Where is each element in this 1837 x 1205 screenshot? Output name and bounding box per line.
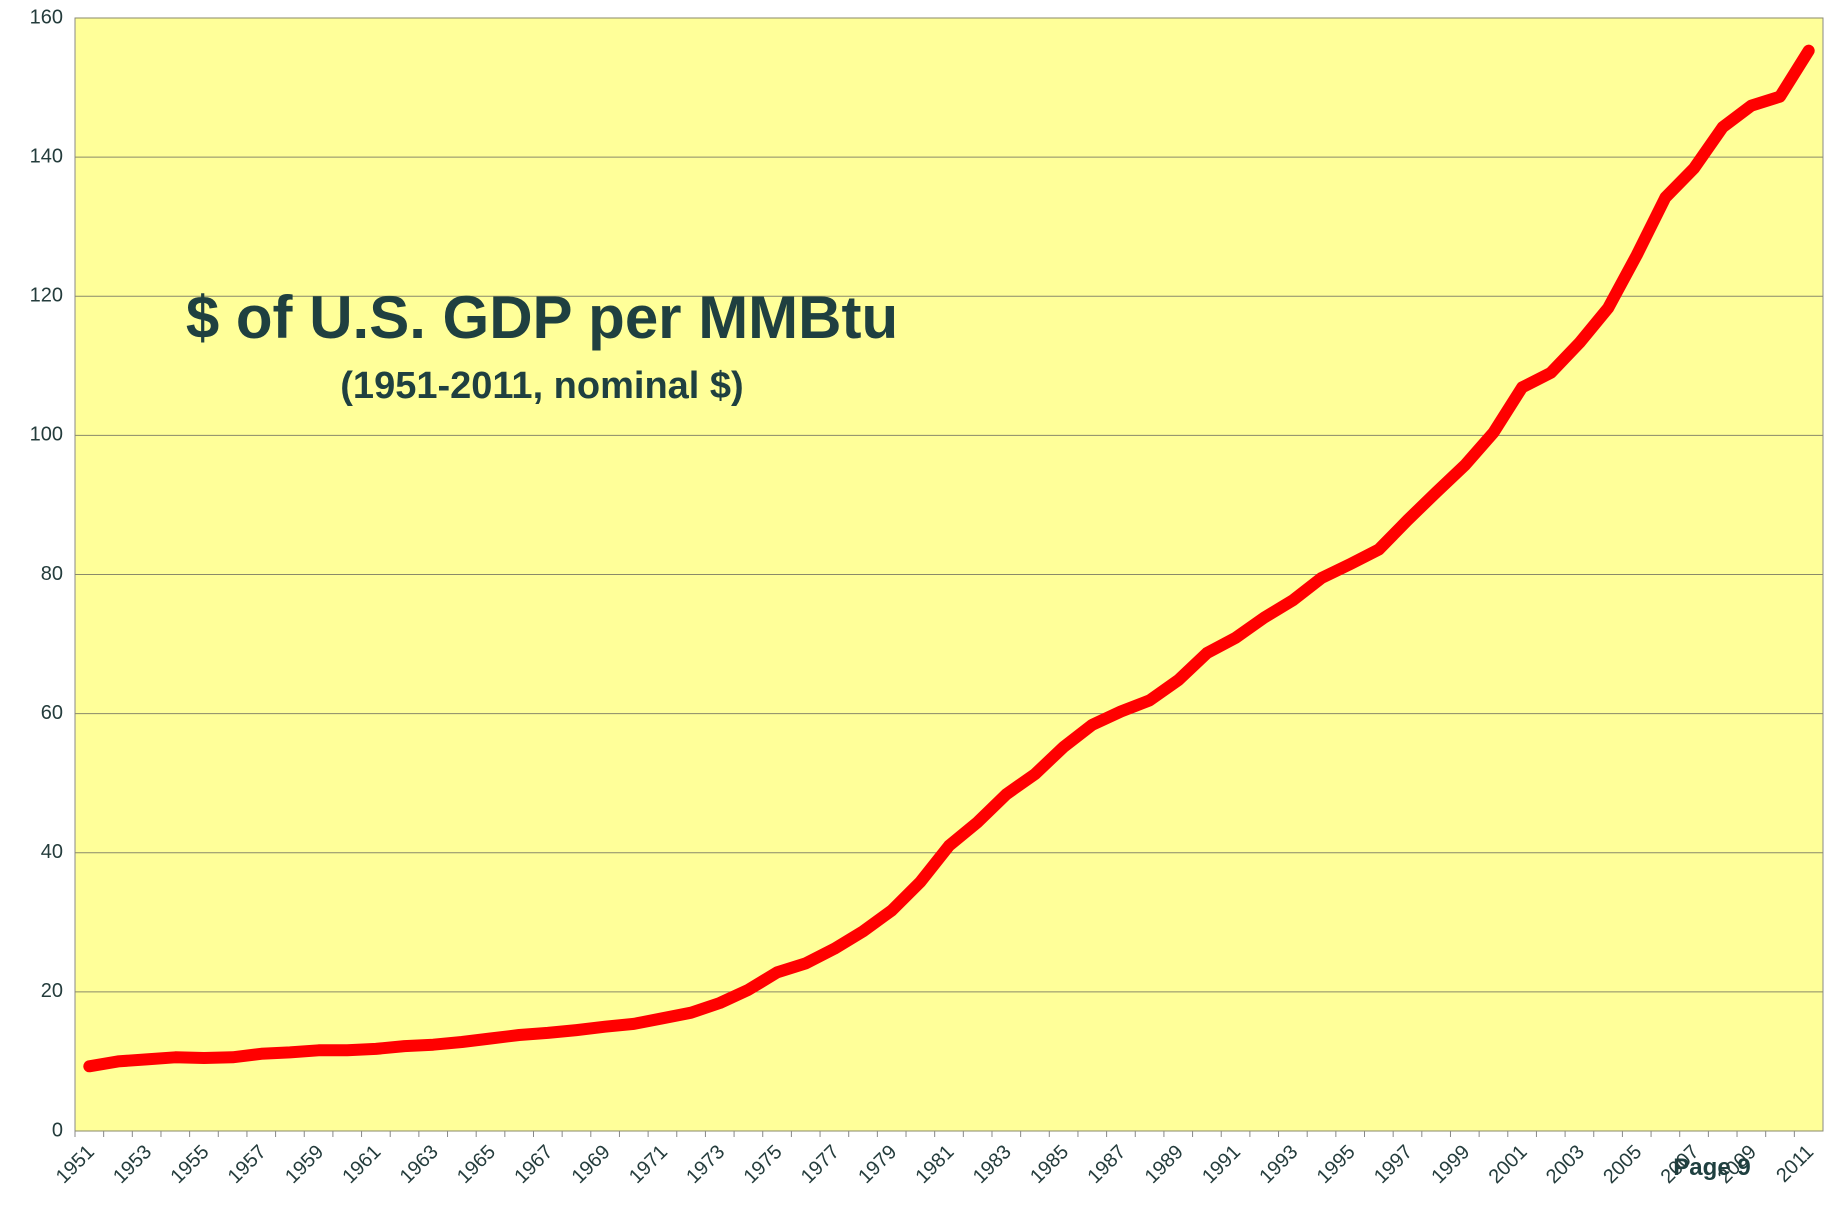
x-tick-label: 1963 [396,1141,443,1188]
x-tick-label: 1995 [1313,1141,1360,1188]
y-tick-label: 80 [41,563,63,585]
chart-title: $ of U.S. GDP per MMBtu [186,284,898,351]
x-tick-label: 1955 [166,1141,213,1188]
y-tick-label: 0 [52,1119,63,1141]
x-tick-label: 1953 [109,1141,156,1188]
x-tick-label: 1975 [740,1141,787,1188]
x-tick-label: 1979 [854,1141,901,1188]
x-tick-label: 1991 [1198,1141,1245,1188]
x-tick-label: 1967 [510,1141,557,1188]
x-tick-label: 1971 [625,1141,672,1188]
x-tick-label: 1985 [1026,1141,1073,1188]
page-label: Page 9 [1673,1154,1750,1181]
y-tick-label: 160 [30,6,63,28]
y-tick-label: 100 [30,424,63,446]
x-tick-label: 1999 [1427,1141,1474,1188]
x-tick-label: 1987 [1083,1141,1130,1188]
y-tick-label: 140 [30,145,63,167]
x-tick-label: 1969 [568,1141,615,1188]
x-tick-label: 1977 [797,1141,844,1188]
chart-subtitle: (1951-2011, nominal $) [340,365,743,407]
x-tick-label: 2005 [1599,1141,1646,1188]
x-tick-label: 1959 [281,1141,328,1188]
x-tick-label: 1997 [1370,1141,1417,1188]
x-tick-label: 2001 [1485,1141,1532,1188]
x-tick-label: 1951 [52,1141,99,1188]
x-tick-label: 1957 [224,1141,271,1188]
y-tick-label: 120 [30,285,63,307]
y-tick-label: 40 [41,841,63,863]
x-tick-label: 2003 [1542,1141,1589,1188]
y-tick-label: 20 [41,980,63,1002]
x-tick-label: 1981 [912,1141,959,1188]
x-tick-label: 1993 [1255,1141,1302,1188]
x-tick-label: 2011 [1772,1141,1818,1187]
x-tick-label: 1983 [969,1141,1016,1188]
x-tick-label: 1965 [453,1141,500,1188]
y-tick-label: 60 [41,702,63,724]
x-tick-label: 1973 [682,1141,729,1188]
x-tick-label: 1961 [338,1141,385,1188]
x-tick-label: 1989 [1141,1141,1188,1188]
data-line [83,44,1815,1073]
